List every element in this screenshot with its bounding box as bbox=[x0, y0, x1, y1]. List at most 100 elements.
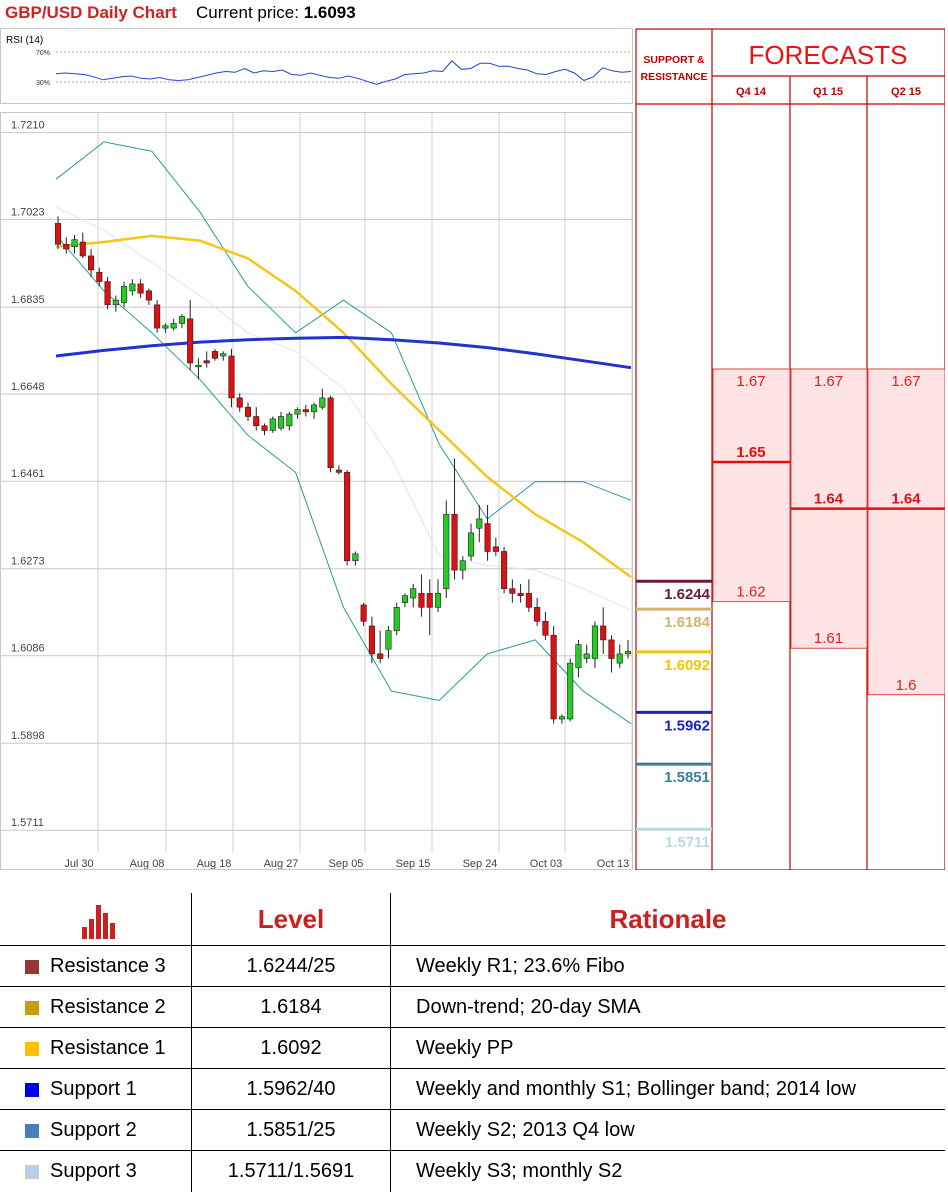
level-color-swatch bbox=[25, 1124, 39, 1138]
candle bbox=[261, 423, 268, 436]
chart-header: GBP/USD Daily Chart Current price: 1.609… bbox=[0, 0, 635, 26]
level-value: 1.5962/40 bbox=[246, 1078, 336, 1100]
candle bbox=[385, 625, 392, 659]
candle bbox=[129, 279, 136, 296]
candle bbox=[228, 349, 235, 408]
candle bbox=[393, 602, 400, 636]
y-tick-label: 1.6273 bbox=[11, 556, 45, 568]
candle bbox=[286, 411, 293, 431]
y-tick-label: 1.7023 bbox=[11, 207, 45, 219]
level-value: 1.6244/25 bbox=[246, 955, 336, 977]
forecast-ranges: 1.67 1.65 1.62 1.67 1.64 1.61 1.67 1.64 1.6 bbox=[712, 368, 945, 696]
candle bbox=[335, 465, 342, 475]
x-tick-label: Oct 13 bbox=[597, 858, 629, 869]
level-rationale: Weekly S2; 2013 Q4 low bbox=[416, 1119, 635, 1141]
candle bbox=[509, 579, 516, 603]
candle bbox=[567, 658, 574, 722]
chart-grid bbox=[1, 113, 632, 853]
table-row: Resistance 2 1.6184 Down-trend; 20-day SMA bbox=[0, 986, 945, 1028]
bar-chart-icon bbox=[82, 905, 115, 939]
level-label: 1.6184 bbox=[664, 614, 711, 631]
candle bbox=[71, 235, 78, 254]
candle bbox=[459, 556, 466, 580]
indicator-lines bbox=[55, 141, 632, 725]
level-rationale: Weekly PP bbox=[416, 1037, 514, 1059]
chart-title: GBP/USD Daily Chart bbox=[5, 3, 177, 22]
quarter-q1-15: Q1 15 bbox=[813, 86, 843, 98]
indicator-sma50 bbox=[55, 234, 632, 579]
forecast-panel: SUPPORT & RESISTANCE FORECASTS Q4 14 Q1 … bbox=[635, 28, 945, 870]
rsi-tick-30: 30% bbox=[36, 80, 50, 87]
forecast-range-box bbox=[712, 368, 791, 603]
candle bbox=[360, 602, 367, 626]
level-label: 1.6092 bbox=[664, 657, 710, 674]
level-rationale: Weekly and monthly S1; Bollinger band; 2… bbox=[416, 1078, 856, 1100]
indicator-sma20 bbox=[55, 206, 632, 611]
current-price: Current price: 1.6093 bbox=[196, 3, 356, 23]
candle bbox=[377, 630, 384, 664]
table-row: Support 2 1.5851/25 Weekly S2; 2013 Q4 low bbox=[0, 1109, 945, 1151]
forecast-low-label: 1.61 bbox=[814, 630, 843, 647]
sr-title-2: RESISTANCE bbox=[641, 71, 708, 83]
level-rationale: Weekly S3; monthly S2 bbox=[416, 1160, 623, 1182]
level-name: Resistance 2 bbox=[50, 996, 166, 1018]
candle bbox=[467, 523, 475, 561]
forecast-border bbox=[635, 28, 945, 870]
candle bbox=[517, 584, 524, 603]
forecast-high-label: 1.67 bbox=[736, 373, 765, 390]
levels-table: Level Rationale Resistance 3 1.6244/25 Wee… bbox=[0, 893, 948, 1195]
forecast-range-box bbox=[867, 368, 945, 696]
current-price-label: Current price: bbox=[196, 3, 299, 22]
candle bbox=[121, 281, 128, 308]
candle bbox=[534, 598, 541, 626]
level-value: 1.6184 bbox=[260, 996, 322, 1018]
candle bbox=[162, 323, 169, 333]
candle bbox=[63, 237, 70, 254]
y-tick-label: 1.5711 bbox=[11, 817, 44, 829]
candle bbox=[418, 574, 425, 617]
candle bbox=[277, 411, 285, 431]
indicator-bb_lower bbox=[55, 234, 632, 725]
candle bbox=[319, 388, 326, 410]
x-tick-label: Sep 05 bbox=[329, 858, 364, 869]
candle bbox=[203, 351, 210, 368]
level-color-swatch bbox=[25, 1001, 39, 1015]
forecast-high-label: 1.67 bbox=[891, 373, 920, 390]
rsi-chart: 70% 30% bbox=[36, 50, 632, 87]
level-name: Resistance 3 bbox=[50, 955, 166, 977]
candle bbox=[542, 611, 549, 640]
rsi-panel: RSI (14) 70% 30% bbox=[0, 28, 633, 104]
level-name: Resistance 1 bbox=[50, 1037, 166, 1059]
candle bbox=[600, 607, 607, 654]
level-value: 1.5711/1.5691 bbox=[227, 1160, 355, 1182]
candle bbox=[145, 288, 152, 305]
candle bbox=[87, 248, 95, 277]
current-price-value: 1.6093 bbox=[303, 3, 356, 22]
candle bbox=[104, 276, 111, 310]
candle bbox=[253, 407, 260, 431]
candle bbox=[54, 216, 62, 249]
candle bbox=[558, 714, 565, 724]
candle bbox=[170, 318, 177, 331]
level-color-swatch bbox=[25, 960, 39, 974]
candle bbox=[575, 639, 582, 678]
candle bbox=[327, 395, 334, 473]
y-tick-label: 1.6086 bbox=[11, 643, 45, 655]
x-tick-label: Jul 30 bbox=[64, 858, 93, 869]
forecast-mid-label: 1.64 bbox=[891, 491, 921, 508]
candle bbox=[269, 416, 276, 433]
candle bbox=[434, 579, 442, 612]
level-label: 1.6244 bbox=[664, 586, 711, 603]
quarter-q4-14: Q4 14 bbox=[736, 86, 767, 98]
candle bbox=[187, 300, 194, 370]
x-axis-labels: Jul 30 Aug 08 Aug 18 Aug 27 Sep 05 Sep 15 Sep … bbox=[64, 858, 629, 869]
level-header: Level bbox=[257, 904, 325, 934]
candle bbox=[137, 279, 144, 298]
price-chart: 1.7210 1.7023 1.6835 1.6648 1.6461 1.6273 1.60… bbox=[1, 113, 632, 869]
level-name: Support 1 bbox=[50, 1078, 137, 1100]
candle bbox=[352, 551, 359, 566]
candle bbox=[451, 458, 458, 580]
rsi-series-line bbox=[55, 60, 632, 85]
table-row: Support 1 1.5962/40 Weekly and monthly S1;… bbox=[0, 1068, 945, 1110]
y-tick-label: 1.6648 bbox=[11, 381, 45, 393]
